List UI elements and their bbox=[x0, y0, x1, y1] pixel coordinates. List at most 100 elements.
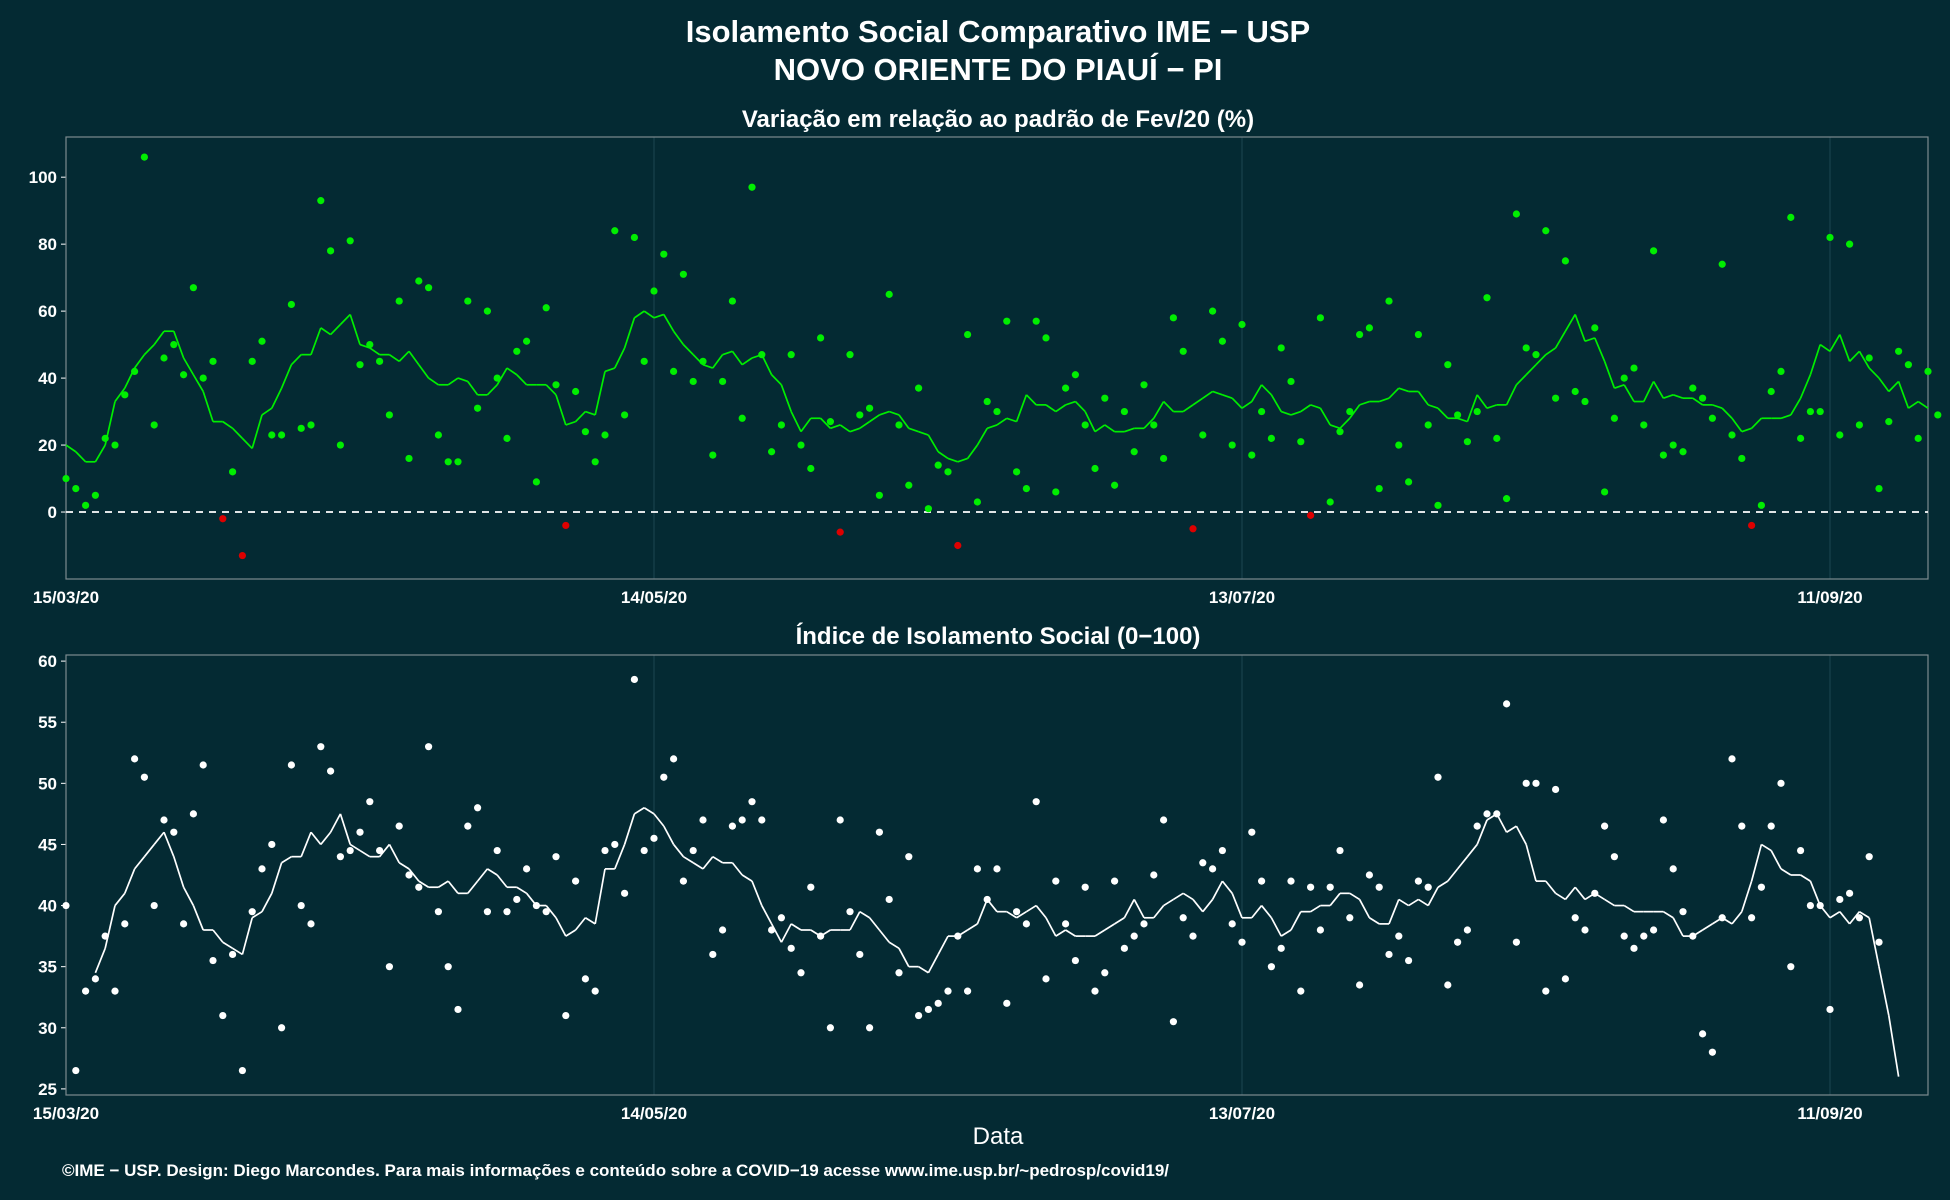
data-point bbox=[856, 950, 864, 959]
moving-average-segment bbox=[1770, 850, 1782, 870]
data-point bbox=[1826, 1005, 1834, 1014]
data-point bbox=[434, 431, 442, 439]
moving-average-segment bbox=[1368, 917, 1380, 925]
data-point bbox=[376, 357, 384, 365]
data-point bbox=[248, 357, 256, 365]
moving-average-segment bbox=[1290, 410, 1302, 416]
moving-average-segment bbox=[1809, 880, 1821, 906]
moving-average-segment bbox=[467, 880, 479, 894]
moving-average-segment bbox=[839, 424, 851, 433]
data-point bbox=[670, 755, 678, 763]
data-point bbox=[1503, 495, 1511, 503]
moving-average-segment bbox=[1868, 917, 1880, 967]
data-point bbox=[1287, 377, 1295, 386]
moving-average-segment bbox=[927, 434, 939, 453]
data-point bbox=[513, 347, 521, 355]
data-point bbox=[1591, 889, 1599, 897]
moving-average-segment bbox=[712, 855, 724, 864]
data-point bbox=[1405, 956, 1413, 965]
moving-average-segment bbox=[1055, 404, 1067, 413]
data-point bbox=[591, 458, 599, 466]
moving-average-segment bbox=[1506, 825, 1517, 833]
moving-average-segment bbox=[800, 417, 812, 433]
data-point bbox=[493, 846, 501, 855]
data-point bbox=[1630, 944, 1638, 952]
data-point bbox=[777, 421, 786, 429]
data-point bbox=[973, 865, 982, 873]
moving-average-segment bbox=[261, 892, 273, 913]
data-point bbox=[1209, 865, 1217, 873]
data-point bbox=[425, 284, 433, 292]
moving-average-segment bbox=[1868, 367, 1880, 379]
data-point bbox=[336, 441, 344, 449]
data-point bbox=[728, 822, 737, 830]
moving-average-segment bbox=[1731, 911, 1743, 925]
moving-average-segment bbox=[565, 929, 577, 937]
y-tick-label: 30 bbox=[38, 1019, 57, 1038]
data-point bbox=[180, 371, 188, 379]
data-point bbox=[1365, 324, 1373, 332]
x-tick-label: 13/07/20 bbox=[1209, 588, 1275, 607]
data-point bbox=[719, 926, 727, 934]
moving-average-segment bbox=[1231, 397, 1243, 409]
data-point bbox=[336, 853, 344, 861]
data-point bbox=[1062, 920, 1070, 928]
data-point bbox=[964, 987, 972, 995]
data-point bbox=[1267, 434, 1275, 442]
data-point bbox=[1444, 361, 1452, 369]
data-point bbox=[62, 901, 70, 910]
data-point bbox=[1904, 361, 1912, 369]
data-point bbox=[189, 284, 197, 292]
y-tick-label: 35 bbox=[38, 958, 57, 977]
moving-average-segment bbox=[1456, 856, 1469, 870]
data-point bbox=[405, 871, 413, 879]
moving-average-segment bbox=[271, 387, 283, 409]
moving-average-segment bbox=[251, 910, 263, 919]
moving-average-segment bbox=[1427, 404, 1439, 410]
data-point bbox=[415, 277, 423, 285]
data-point bbox=[562, 1011, 570, 1020]
moving-average-segment bbox=[780, 923, 792, 943]
moving-average-segment bbox=[869, 414, 880, 423]
moving-average-segment bbox=[182, 357, 195, 376]
moving-average-segment bbox=[741, 874, 753, 882]
moving-average-segment bbox=[496, 874, 508, 888]
data-point bbox=[1777, 367, 1785, 375]
data-point bbox=[1385, 950, 1393, 959]
moving-average-segment bbox=[1604, 898, 1615, 907]
moving-average-segment bbox=[369, 347, 381, 356]
data-point bbox=[1669, 865, 1677, 873]
moving-average-segment bbox=[741, 357, 753, 366]
data-point bbox=[287, 300, 295, 309]
moving-average-segment bbox=[241, 917, 254, 955]
data-point bbox=[552, 853, 560, 861]
data-point bbox=[1189, 525, 1197, 533]
moving-average-segment bbox=[1545, 347, 1557, 356]
y-tick-label: 20 bbox=[38, 436, 57, 455]
moving-average-segment bbox=[918, 965, 929, 974]
moving-average-segment bbox=[1417, 390, 1429, 406]
moving-average-segment bbox=[1887, 1015, 1900, 1077]
moving-average-segment bbox=[898, 414, 910, 429]
data-point bbox=[1267, 963, 1275, 971]
moving-average-segment bbox=[731, 862, 743, 876]
data-point bbox=[1787, 963, 1795, 971]
moving-average-segment bbox=[329, 813, 342, 833]
data-point bbox=[924, 505, 933, 513]
data-point bbox=[1032, 798, 1040, 806]
moving-average-segment bbox=[1603, 361, 1616, 389]
moving-average-segment bbox=[623, 813, 636, 845]
moving-average-segment bbox=[1006, 417, 1017, 423]
data-point bbox=[670, 367, 678, 375]
moving-average-segment bbox=[1260, 384, 1273, 396]
moving-average-segment bbox=[1162, 400, 1175, 413]
data-point bbox=[709, 950, 717, 959]
data-point bbox=[532, 901, 541, 910]
data-point bbox=[1287, 877, 1295, 885]
data-point bbox=[934, 999, 942, 1007]
data-point bbox=[1258, 877, 1266, 885]
moving-average-segment bbox=[1349, 892, 1361, 901]
data-point bbox=[1728, 755, 1736, 763]
moving-average-segment bbox=[408, 868, 420, 882]
moving-average-segment bbox=[1280, 410, 1292, 416]
